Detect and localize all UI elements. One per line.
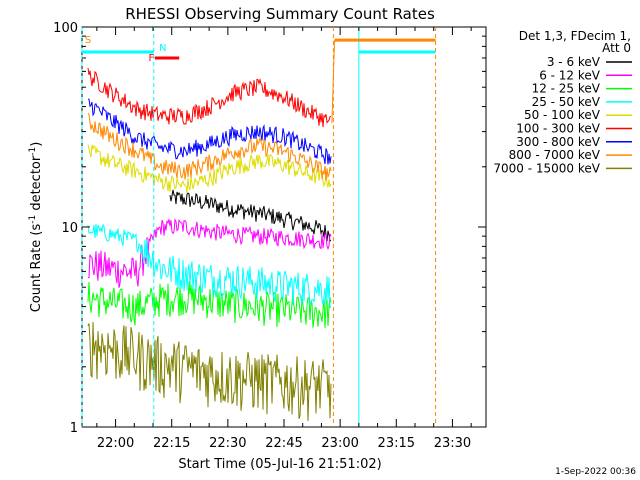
y-tick-label: 1	[70, 421, 78, 436]
series-line-5	[87, 144, 332, 194]
x-tick-label: 22:15	[153, 436, 190, 451]
legend-label: 3 - 6 keV	[547, 55, 601, 69]
series-layer	[87, 67, 332, 422]
legend-label: 12 - 25 keV	[532, 82, 601, 96]
series-line-8	[87, 112, 332, 181]
series-line-1	[169, 189, 332, 242]
x-tick-label: 23:00	[321, 436, 358, 451]
y-tick-label: 100	[53, 21, 78, 36]
series-line-3	[87, 281, 332, 329]
series-2	[87, 218, 332, 288]
flag-label-s: S	[85, 35, 91, 46]
y-axis-label-end: )	[29, 142, 44, 147]
series-line-9	[87, 321, 332, 422]
legend-label: 300 - 800 keV	[516, 135, 600, 149]
legend-title-line-1: Det 1,3, FDecim 1,	[519, 29, 631, 43]
plot-area: S NF 22:00 22:15 22:30 22:45 23:00 23:15 23:30 1…	[53, 21, 487, 451]
series-9	[87, 321, 332, 422]
footer-date: 1-Sep-2022 00:36	[555, 467, 636, 477]
x-tick-label: 22:45	[265, 436, 302, 451]
legend-label: 100 - 300 keV	[516, 122, 600, 136]
overlay-layer: S NF	[81, 27, 437, 427]
ticks-layer: 22:00 22:15 22:30 22:45 23:00 23:15 23:30 1 10 10…	[53, 21, 486, 451]
series-3	[87, 281, 332, 329]
y-axis-label-sup-2: -1	[28, 147, 38, 156]
series-5	[87, 144, 332, 194]
flag-label-n: N	[159, 43, 166, 54]
legend-label: 800 - 7000 keV	[509, 148, 601, 162]
series-8	[87, 112, 332, 181]
x-axis-label: Start Time (05-Jul-16 21:51:02)	[178, 457, 381, 472]
flag-label-f: F	[149, 53, 155, 64]
legend-label: 6 - 12 keV	[539, 68, 601, 82]
y-axis-label-sup-1: -1	[28, 215, 38, 224]
series-4	[87, 223, 332, 309]
series-6	[87, 67, 332, 128]
legend-label: 50 - 100 keV	[524, 108, 601, 122]
series-7	[87, 98, 332, 165]
legend-label: 25 - 50 keV	[532, 95, 601, 109]
series-1	[169, 189, 332, 242]
legend-title-line-2: Att 0	[602, 41, 631, 55]
x-tick-label: 23:15	[378, 436, 415, 451]
series-line-4	[87, 223, 332, 309]
series-line-7	[87, 98, 332, 165]
series-line-6	[87, 67, 332, 128]
rising-edge	[331, 40, 336, 124]
y-tick-label: 10	[61, 221, 78, 236]
y-axis-label: Count Rate (s-1 detector-1)	[28, 142, 44, 313]
x-tick-label: 22:00	[97, 436, 134, 451]
x-tick-label: 23:30	[434, 436, 471, 451]
y-axis-label-mid: detector	[29, 155, 44, 215]
series-line-2	[87, 218, 332, 288]
y-axis-label-main: Count Rate (s	[29, 224, 44, 313]
legend-label: 7000 - 15000 keV	[493, 161, 600, 175]
chart-title: RHESSI Observing Summary Count Rates	[125, 5, 435, 23]
x-tick-label: 22:30	[209, 436, 246, 451]
